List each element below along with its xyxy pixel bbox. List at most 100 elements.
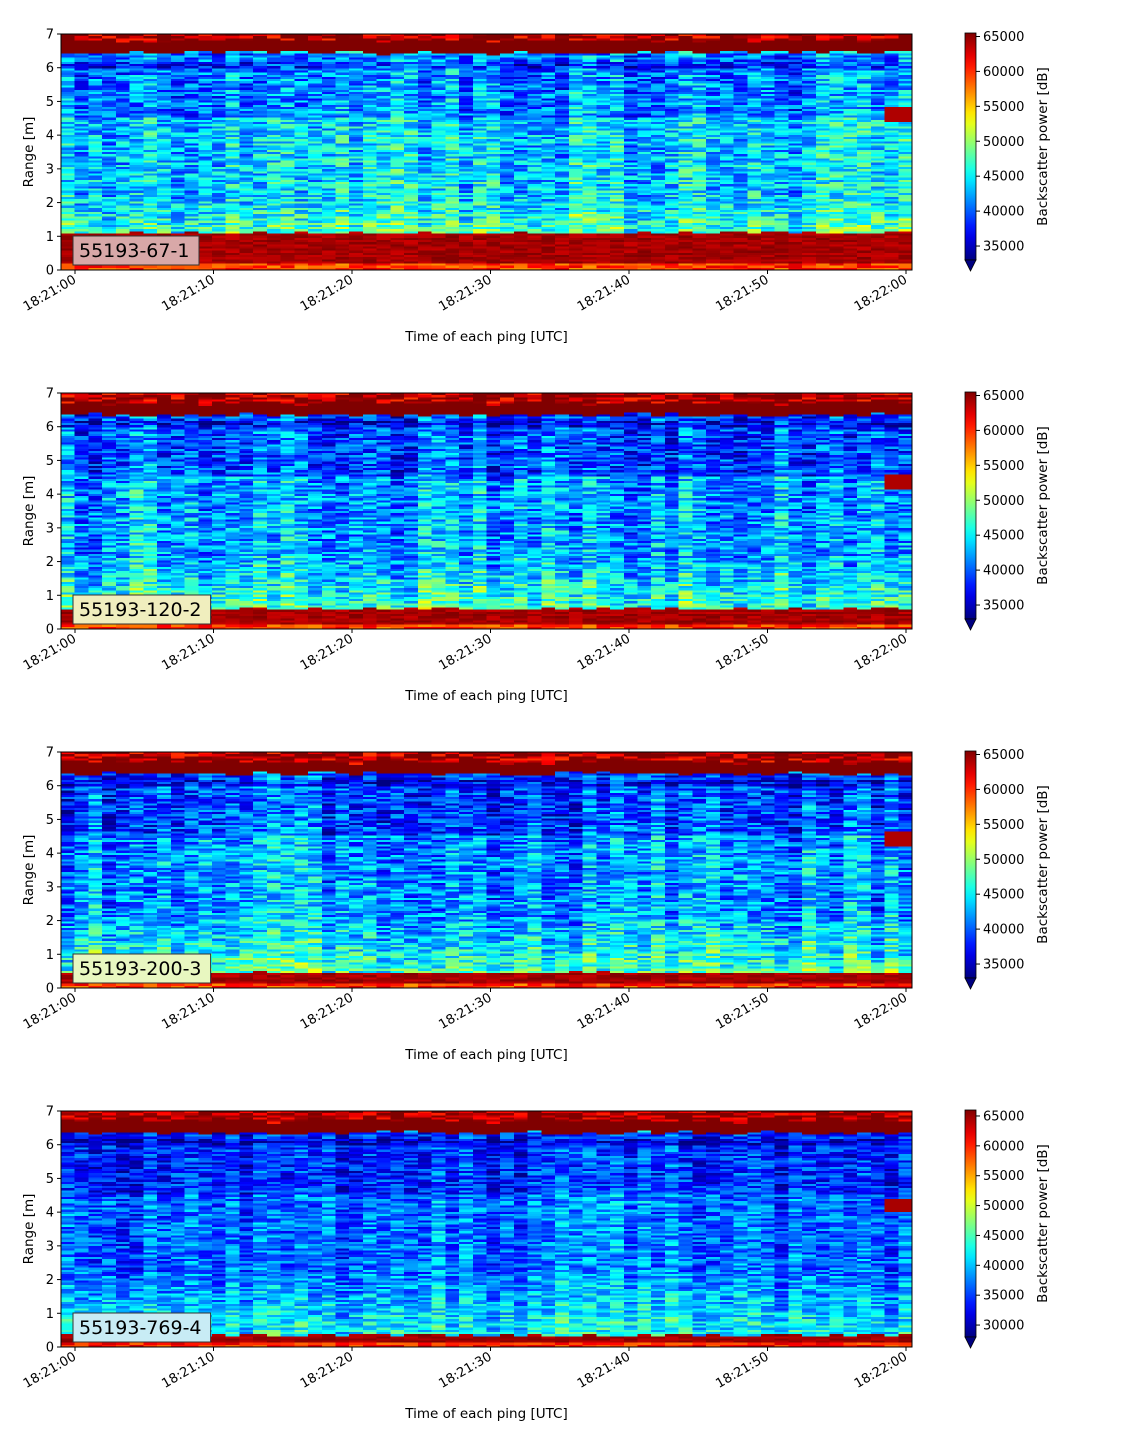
y-tick-label: 0 [46,264,54,279]
panel-2: 0123456718:21:00 18:21:10 18:21:20 18:21:30… [21,387,1051,705]
y-tick-label: 2 [46,196,54,211]
y-tick-label: 1 [46,589,54,604]
x-tick-label: 18:21:20 [298,1349,356,1391]
colorbar-tick-label: 60000 [983,1139,1024,1154]
colorbar-tick-label: 35000 [983,599,1024,614]
colorbar [965,751,976,978]
x-tick-label: 18:21:00 [21,272,79,314]
x-tick-label: 18:21:30 [436,631,494,673]
x-tick-label: 18:21:40 [575,631,633,673]
x-tick-label: 18:21:30 [436,990,494,1032]
colorbar [965,33,976,260]
x-tick-label: 18:21:40 [575,1349,633,1391]
y-tick-label: 4 [46,1206,54,1221]
colorbar-tick-label: 55000 [983,1169,1024,1184]
colorbar-tick-label: 35000 [983,1289,1024,1304]
y-tick-label: 0 [46,982,54,997]
x-tick-label: 18:21:00 [21,631,79,673]
y-tick-label: 5 [46,1172,54,1187]
colorbar-tick-label: 50000 [983,853,1024,868]
y-tick-label: 5 [46,95,54,110]
x-tick-label: 18:21:50 [713,631,771,673]
y-tick-label: 6 [46,779,54,794]
colorbar [965,392,976,619]
x-tick-label: 18:21:40 [575,990,633,1032]
x-tick-label: 18:21:00 [21,990,79,1032]
colorbar-extend-arrow [965,619,976,630]
annotation-label: 55193-67-1 [79,240,189,262]
x-tick-label: 18:21:10 [159,990,217,1032]
x-tick-label: 18:21:30 [436,1349,494,1391]
annotation-label: 55193-769-4 [79,1317,202,1339]
y-tick-label: 7 [46,387,54,402]
x-tick-label: 18:21:10 [159,1349,217,1391]
y-tick-label: 0 [46,1341,54,1356]
colorbar-tick-label: 65000 [983,389,1024,404]
y-tick-label: 4 [46,488,54,503]
x-tick-label: 18:22:00 [852,272,910,314]
y-tick-label: 5 [46,813,54,828]
heatmap-image [61,752,912,988]
x-axis-label: Time of each ping [UTC] [404,1047,568,1063]
colorbar-tick-label: 65000 [983,748,1024,763]
y-axis-label: Range [m] [21,1194,37,1265]
x-axis-label: Time of each ping [UTC] [404,688,568,704]
colorbar-tick-label: 60000 [983,424,1024,439]
y-tick-label: 7 [46,1105,54,1120]
x-tick-label: 18:21:50 [713,1349,771,1391]
y-tick-label: 4 [46,847,54,862]
colorbar-tick-label: 40000 [983,564,1024,579]
y-tick-label: 3 [46,880,54,895]
y-tick-label: 4 [46,129,54,144]
colorbar-tick-label: 55000 [983,100,1024,115]
y-tick-label: 7 [46,746,54,761]
x-axis-label: Time of each ping [UTC] [404,1406,568,1422]
x-tick-label: 18:21:40 [575,272,633,314]
y-tick-label: 6 [46,61,54,76]
colorbar-tick-label: 45000 [983,888,1024,903]
colorbar-tick-label: 65000 [983,1109,1024,1124]
y-tick-label: 1 [46,1307,54,1322]
panel-1: 0 1 2 3 4 5 6 7 18:21:00 18:21:10 18:21:20 18:21:30… [21,28,1051,346]
x-tick-label: 18:22:00 [852,631,910,673]
annotation-label: 55193-200-3 [79,958,202,980]
colorbar-tick-label: 55000 [983,818,1024,833]
y-tick-label: 2 [46,555,54,570]
colorbar-tick-label: 35000 [983,240,1024,255]
panel-3: 0123456718:21:00 18:21:10 18:21:20 18:21:30… [21,746,1051,1064]
x-tick-label: 18:21:10 [159,272,217,314]
panel-4: 0 1 2 3 4 5 6 7 18:21:00 18:21:10 18:21:20 18:21:30… [21,1105,1051,1423]
colorbar-label: Backscatter power [dB] [1035,426,1051,585]
colorbar-tick-label: 60000 [983,783,1024,798]
x-tick-label: 18:21:50 [713,272,771,314]
x-tick-label: 18:21:30 [436,272,494,314]
colorbar-tick-label: 45000 [983,170,1024,185]
colorbar-tick-label: 40000 [983,205,1024,220]
x-tick-label: 18:21:10 [159,631,217,673]
colorbar-tick-label: 65000 [983,30,1024,45]
colorbar-extend-arrow [965,978,976,989]
colorbar-tick-label: 50000 [983,494,1024,509]
x-tick-label: 18:22:00 [852,990,910,1032]
colorbar-tick-label: 35000 [983,958,1024,973]
annotation-label: 55193-120-2 [79,599,202,621]
heatmap-image [61,1111,912,1347]
colorbar-tick-label: 40000 [983,1259,1024,1274]
heatmap-image [61,393,912,629]
colorbar-label: Backscatter power [dB] [1035,785,1051,944]
y-axis-label: Range [m] [21,117,37,188]
x-axis-label: Time of each ping [UTC] [404,329,568,345]
colorbar [965,1110,976,1337]
y-tick-label: 1 [46,948,54,963]
y-tick-label: 7 [46,28,54,43]
y-axis-label: Range [m] [21,476,37,547]
colorbar-tick-label: 45000 [983,1229,1024,1244]
colorbar-tick-label: 40000 [983,923,1024,938]
colorbar-tick-label: 30000 [983,1319,1024,1334]
y-tick-label: 2 [46,1273,54,1288]
colorbar-tick-label: 50000 [983,135,1024,150]
x-tick-label: 18:21:20 [298,272,356,314]
y-tick-label: 6 [46,1138,54,1153]
x-tick-label: 18:21:50 [713,990,771,1032]
